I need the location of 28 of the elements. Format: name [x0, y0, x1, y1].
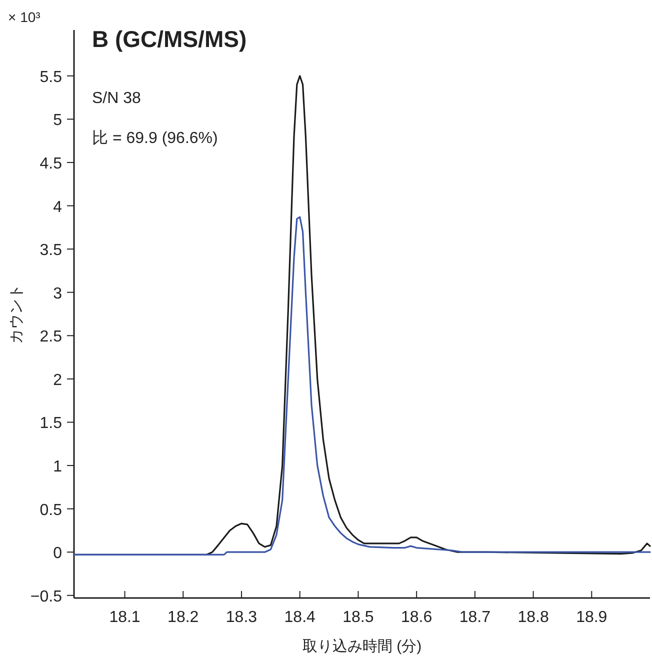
x-tick-label: 18.9 [576, 609, 608, 626]
annotation: S/N 38 [92, 90, 142, 107]
y-tick-label: 4 [53, 198, 62, 216]
y-tick-label: 1.5 [40, 415, 62, 432]
x-tick-label: 18.7 [459, 609, 491, 626]
y-tick-label: 3 [53, 285, 62, 302]
y-tick-label: 5.5 [40, 68, 62, 86]
x-tick-label: 18.2 [168, 609, 199, 626]
y-tick-label: 1 [53, 458, 62, 476]
x-tick-label: 18.3 [226, 609, 258, 626]
annotation: 比 = 69.9 (96.6%) [92, 129, 218, 147]
y-tick-label: 0.5 [40, 502, 62, 519]
y-tick-label: 0 [53, 545, 62, 562]
y-tick-label: 2.5 [40, 328, 62, 346]
x-tick-label: 18.6 [400, 609, 432, 626]
x-axis-title: 取り込み時間 (分) [302, 638, 422, 655]
y-tick-label: 3.5 [40, 242, 62, 260]
y-axis-title: カウント [8, 284, 25, 344]
text: × 10³ [8, 9, 41, 25]
y-tick-label: −0.5 [30, 588, 62, 606]
chart-title: B (GC/MS/MS) [92, 26, 247, 52]
y-tick-label: 5 [53, 112, 62, 130]
x-tick-label: 18.4 [284, 609, 316, 626]
y-tick-label: 4.5 [40, 155, 62, 172]
x-tick-label: 18.8 [518, 609, 549, 626]
x-tick-label: 18.1 [109, 609, 140, 626]
y-tick-label: 2 [53, 372, 62, 389]
x-tick-label: 18.5 [342, 609, 374, 626]
